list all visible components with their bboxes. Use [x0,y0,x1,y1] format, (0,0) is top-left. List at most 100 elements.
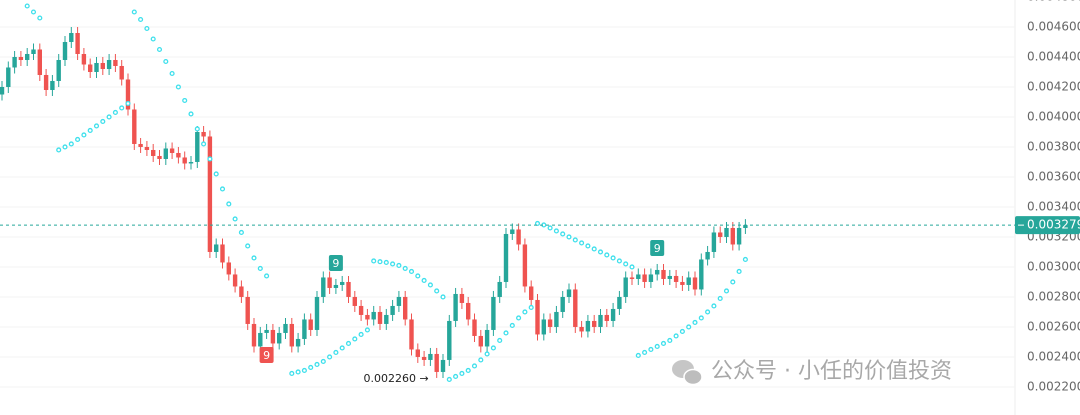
candle-body [579,326,584,332]
candle-body [648,274,654,282]
candle-body [106,59,112,69]
y-tick-label: 0.004000 [1027,109,1080,123]
sar-dot [723,288,730,294]
candle-body [699,259,704,290]
candle-body [428,353,433,360]
last-price-label: 0.003279 [1027,218,1080,232]
sar-dot [497,337,503,344]
count-badge [328,254,343,271]
candle-body [69,32,74,42]
candle-body [718,232,723,237]
candle-body [566,289,572,297]
candle-body [75,32,80,54]
candle-body [585,320,591,332]
sar-dot [257,265,263,272]
candle-body [421,356,427,360]
sar-dot [604,252,610,258]
sar-dot [251,255,257,261]
candle-body [50,80,55,90]
sar-dot [711,303,717,309]
candle-body [37,49,42,75]
sar-dot [119,105,125,111]
sar-dot [509,322,515,329]
candle-body [667,275,672,279]
candle-body [440,359,446,372]
candle-body [308,319,313,330]
sar-dot [572,237,578,243]
sar-dot [679,328,685,335]
candle-body [466,302,471,320]
candle-body [333,284,339,288]
candle-body [100,62,105,69]
sar-dot [516,315,522,321]
sar-dot [736,268,742,275]
candle-body [327,277,332,288]
candle-body [396,296,402,306]
candle-body [132,109,137,144]
candle-body [163,148,168,159]
candle-body [686,277,691,285]
sar-dot [415,273,421,279]
candle-body [239,286,244,297]
y-tick-label: 0.002600 [1027,319,1080,333]
sar-dot [459,370,465,377]
y-tick-label: 0.002400 [1027,349,1080,363]
sar-dot [560,231,566,237]
candle-body [277,332,282,344]
sar-dot [201,141,207,147]
sar-dot [642,349,648,356]
candle-body [119,65,124,80]
candle-body [195,131,200,162]
watermark-icon [672,360,703,386]
sar-dot [308,364,314,371]
sar-dot [579,240,585,246]
sar-dot [75,136,81,143]
sar-dot [465,367,471,374]
candle-body [25,53,30,60]
sar-dot [705,309,711,315]
sar-dot [37,15,43,21]
sar-dot [692,319,698,326]
candle-body [604,314,609,321]
count-label: 9 [654,242,661,255]
candle-body [415,349,420,357]
sar-dot [301,367,307,374]
sar-dot [528,304,534,311]
y-tick-label: 0.002800 [1027,289,1080,303]
candle-body [503,233,509,282]
y-tick-label: 0.003400 [1027,199,1080,213]
candle-body [541,319,546,335]
candle-body [81,53,87,65]
sar-dot [24,3,30,9]
sar-dot [264,273,270,279]
sar-dot [112,109,118,116]
sar-dot [100,118,106,125]
candle-body [258,332,263,347]
candle-body [554,311,559,327]
candle-body [516,229,521,245]
count-badge [650,239,665,256]
sar-dot [383,259,389,266]
candle-body [352,296,357,306]
count-badge [259,346,274,363]
candle-body [743,225,748,228]
sar-dot [68,141,74,147]
candle-body [245,296,250,324]
candle-body [138,143,143,147]
candle-body [214,244,219,252]
candle-body [491,296,496,330]
wechat-bubble [683,368,703,386]
sar-dot [478,357,484,363]
candle-body [264,329,269,333]
sar-dot [522,309,528,315]
candle-body [157,155,162,159]
sar-dot [30,9,37,15]
candle-body [724,227,729,237]
candle-body [31,49,36,54]
candle-body [0,86,5,95]
candle-body [188,161,194,164]
candle-body [711,232,717,252]
candle-body [283,323,288,333]
